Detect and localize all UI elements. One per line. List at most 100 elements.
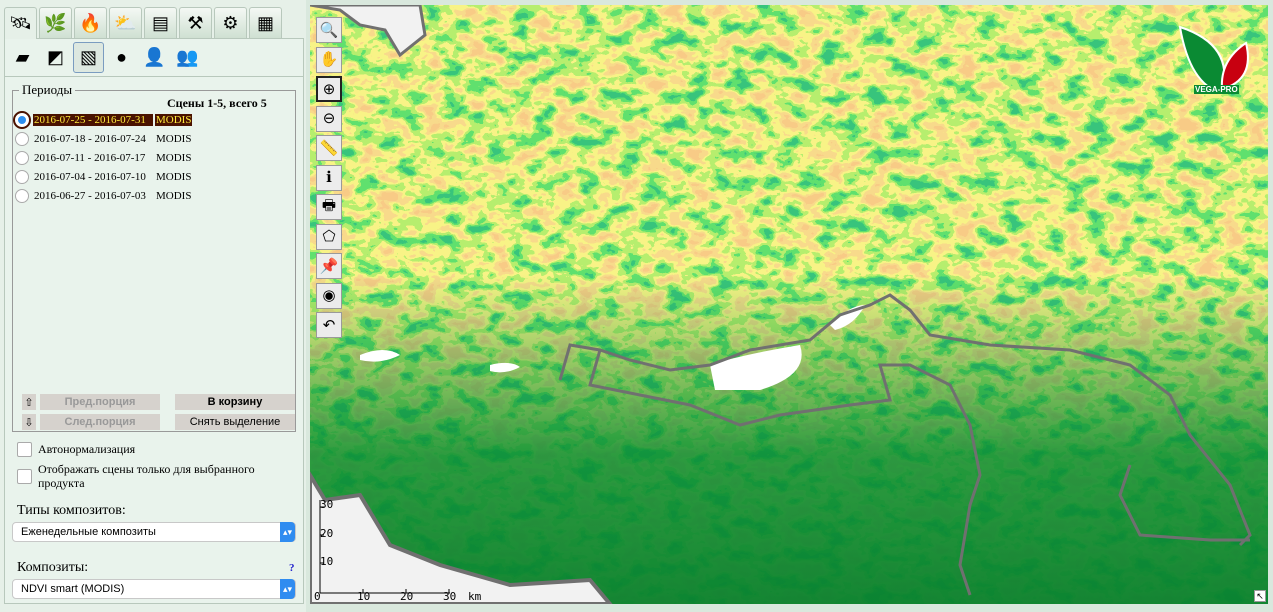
tab-table[interactable]: ▦ [249, 7, 282, 38]
tab-layers[interactable]: ▤ [144, 7, 177, 38]
tool-zoom-out[interactable]: ⊖ [316, 105, 342, 132]
composite-types-label: Типы композитов: [17, 503, 126, 518]
scale-x-0: 0 [314, 590, 321, 603]
district-boundary [1118, 464, 1250, 542]
scenes-count: Сцены 1-5, всего 5 [167, 96, 267, 110]
lake [490, 362, 520, 373]
satellite-icon: 🛰 [9, 13, 32, 33]
tab-tools[interactable]: ⚒ [179, 7, 212, 38]
period-radio[interactable] [15, 169, 29, 184]
periods-group: Периоды [12, 82, 296, 432]
add-to-basket-button[interactable]: В корзину [175, 394, 295, 410]
period-row[interactable]: 2016-07-11 - 2016-07-17 MODIS [15, 149, 192, 166]
layers-icon: ▤ [151, 12, 169, 33]
autonorm-checkbox[interactable] [17, 442, 32, 457]
tab-fire[interactable]: 🔥 [74, 7, 107, 38]
lake [710, 345, 802, 390]
tab-satellite[interactable]: 🛰 [4, 7, 37, 39]
tools-icon: ⚒ [187, 12, 204, 33]
period-product: MODIS [155, 113, 193, 126]
subtab-scene-footprint[interactable]: ◩ [40, 42, 71, 73]
tab-gear[interactable]: ⚙ [214, 7, 247, 38]
forest-overlay [310, 5, 1268, 604]
user-icon: 👤 [143, 47, 166, 67]
only-selected-checkbox[interactable] [17, 469, 32, 484]
composites-value: NDVI smart (MODIS) [21, 583, 125, 595]
tab-weather[interactable]: ⛅ [109, 7, 142, 38]
period-row[interactable]: 2016-06-27 - 2016-07-03 MODIS [15, 187, 192, 204]
tool-pin[interactable]: 📌 [316, 253, 342, 279]
left-panel: 🛰 🌿 🔥 ⛅ ▤ ⚒ ⚙ ▦ ▰ ◩ ▧ ● 👤 👥 Периоды Сцены 1-5, всего… [0, 0, 306, 612]
lake [830, 305, 865, 330]
weather-icon: ⛅ [114, 12, 137, 33]
undo-icon: ↶ [322, 317, 336, 334]
tool-polygon-select[interactable]: ⬠ [316, 223, 342, 250]
table-icon: ▦ [256, 12, 274, 33]
periods-legend: Периоды [22, 82, 73, 97]
period-dates: 2016-07-04 - 2016-07-10 [34, 170, 146, 183]
up-arrow-icon[interactable]: ⇧ [22, 394, 36, 410]
tool-undo[interactable]: ↶ [316, 312, 342, 338]
period-row[interactable]: 2016-07-04 - 2016-07-10 MODIS [15, 168, 192, 185]
google-earth-icon: ◉ [322, 288, 336, 304]
ndvi-raster [310, 5, 1268, 604]
period-dates: 2016-07-25 - 2016-07-31 [33, 113, 153, 126]
next-portion-button[interactable]: След.порция [40, 414, 160, 430]
period-row[interactable]: 2016-07-18 - 2016-07-24 MODIS [15, 130, 192, 147]
subtab-users[interactable]: 👥 [172, 42, 203, 73]
tab-body [4, 38, 304, 604]
deselect-button[interactable]: Снять выделение [175, 414, 295, 430]
composites-label: Композиты: [17, 560, 89, 575]
period-radio[interactable] [13, 110, 31, 129]
composite-types-value: Еженедельные композиты [21, 526, 156, 538]
info-icon: ℹ [326, 170, 332, 186]
lake [360, 350, 400, 362]
sea-area [310, 5, 427, 58]
gear-icon: ⚙ [222, 12, 239, 33]
tab-leaves[interactable]: 🌿 [39, 7, 72, 38]
period-row[interactable]: 2016-07-25 - 2016-07-31 MODIS [13, 110, 193, 129]
users-icon: 👥 [176, 47, 199, 67]
divider [4, 76, 304, 77]
subtab-user[interactable]: 👤 [139, 42, 170, 73]
down-arrow-icon[interactable]: ⇩ [22, 414, 36, 430]
field-map-icon: ▰ [15, 47, 30, 67]
scale-y-10: 10 [320, 555, 334, 568]
tool-info[interactable]: ℹ [316, 164, 342, 191]
subtab-field-map[interactable]: ▰ [7, 42, 38, 73]
map-view[interactable]: 30 20 10 0 10 20 30 km VEGA-PRO 🔍 ✋ ⊕ ⊖ 📏 ℹ 🖶 ⬠… [310, 5, 1268, 604]
coastline [310, 471, 613, 604]
subtab-globe-marker[interactable]: ● [106, 42, 137, 73]
zoom-extent-icon: 🔍 [319, 22, 339, 39]
zoom-box-icon: ⊕ [322, 81, 336, 98]
composite-types-select[interactable]: Еженедельные композиты ▴▾ [12, 522, 296, 542]
period-product: MODIS [156, 132, 192, 145]
tool-zoom-box[interactable]: ⊕ [316, 76, 342, 102]
period-radio[interactable] [15, 188, 29, 203]
scale-x-10: 10 [357, 590, 371, 603]
tool-ruler[interactable]: 📏 [316, 135, 342, 161]
period-radio[interactable] [15, 131, 29, 146]
scale-unit: km [468, 590, 482, 603]
composites-select[interactable]: NDVI smart (MODIS) ▴▾ [12, 579, 296, 599]
help-link[interactable]: ? [289, 562, 295, 574]
resize-corner-icon[interactable]: ↖ [1254, 590, 1266, 602]
select-arrows-icon: ▴▾ [280, 579, 295, 599]
only-selected-label: Отображать сцены только для выбранного п… [38, 462, 255, 490]
composites-icon: ▧ [79, 47, 97, 67]
leaves-icon: 🌿 [44, 12, 67, 33]
globe-marker-icon: ● [116, 47, 127, 67]
prev-portion-button[interactable]: Пред.порция [40, 394, 160, 410]
logo-text: VEGA-PRO [1194, 85, 1239, 94]
period-dates: 2016-07-18 - 2016-07-24 [34, 132, 146, 145]
period-product: MODIS [156, 170, 192, 183]
subtab-composites[interactable]: ▧ [73, 42, 104, 73]
scale-y-20: 20 [320, 527, 334, 540]
tool-zoom-extent[interactable]: 🔍 [316, 17, 342, 43]
scale-x-20: 20 [400, 590, 414, 603]
tool-google-earth[interactable]: ◉ [316, 282, 342, 309]
tool-pan-hand[interactable]: ✋ [316, 46, 342, 73]
period-radio[interactable] [15, 150, 29, 165]
pan-hand-icon: ✋ [319, 52, 339, 68]
tool-print[interactable]: 🖶 [316, 194, 342, 220]
